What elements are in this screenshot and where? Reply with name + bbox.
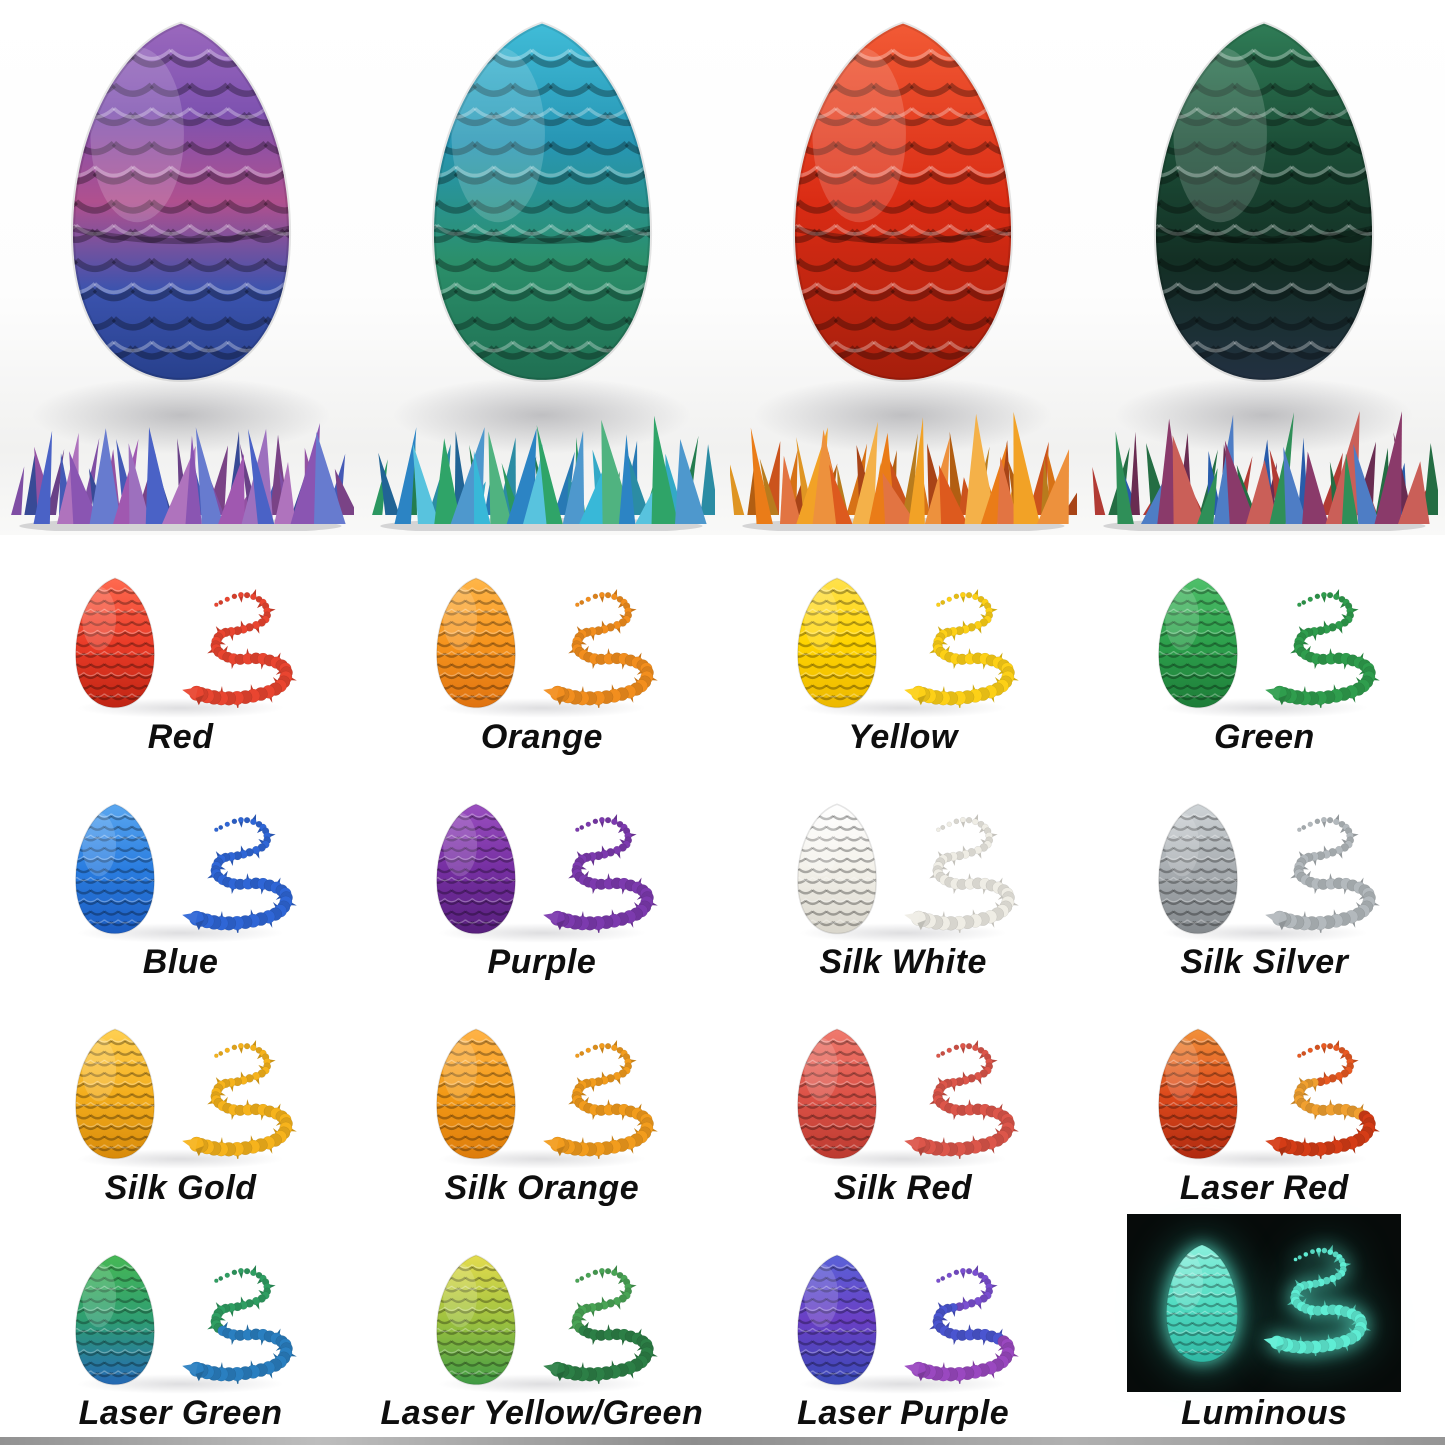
variant-cell: Silk Gold bbox=[0, 986, 361, 1212]
egg-image bbox=[423, 1251, 529, 1389]
variant-photo bbox=[1145, 540, 1383, 718]
variant-grid: Red Orange Yellow Green Blue Purple bbox=[0, 535, 1445, 1437]
egg-image bbox=[784, 574, 890, 712]
hero-photos bbox=[0, 0, 1445, 535]
variant-label: Green bbox=[1213, 717, 1315, 756]
egg-image bbox=[1145, 574, 1251, 712]
egg-image bbox=[784, 1251, 890, 1389]
hero-photo-dark-green-egg-with-rainbow-crystal-dragon bbox=[1083, 0, 1445, 535]
dragon-image bbox=[533, 810, 661, 934]
ground-shadow bbox=[386, 375, 697, 455]
egg-image bbox=[784, 1025, 890, 1163]
variant-label: Silk White bbox=[819, 943, 987, 982]
variant-photo bbox=[423, 1216, 661, 1395]
variant-cell: Red bbox=[0, 535, 361, 761]
variant-photo bbox=[1145, 765, 1383, 944]
variant-label: Laser Purple bbox=[797, 1394, 1010, 1433]
variant-photo bbox=[62, 765, 300, 944]
variant-photo bbox=[784, 991, 1022, 1169]
dragon-image bbox=[894, 1036, 1022, 1159]
variant-label: Orange bbox=[480, 717, 603, 756]
variant-photo bbox=[784, 765, 1022, 944]
dragon-image bbox=[533, 585, 661, 708]
variant-cell: Yellow bbox=[723, 535, 1084, 761]
variant-photo bbox=[423, 765, 661, 944]
variant-cell: Laser Red bbox=[1084, 986, 1445, 1212]
dragon-image bbox=[172, 585, 300, 708]
dragon-image bbox=[172, 1261, 300, 1385]
variant-photo bbox=[1145, 991, 1383, 1169]
dragon-image bbox=[894, 1261, 1022, 1385]
dragon-image bbox=[894, 810, 1022, 934]
variant-label: Silk Red bbox=[834, 1168, 973, 1207]
variant-label: Red bbox=[147, 717, 214, 756]
egg-image bbox=[784, 800, 890, 938]
crystal-dragon-image bbox=[1091, 366, 1438, 531]
variant-label: Laser Red bbox=[1179, 1168, 1349, 1207]
variant-cell: Green bbox=[1084, 535, 1445, 761]
variant-label: Laser Green bbox=[78, 1394, 283, 1433]
variant-label: Silk Orange bbox=[444, 1168, 640, 1207]
variant-photo bbox=[62, 540, 300, 718]
egg-image bbox=[1154, 1241, 1250, 1366]
variant-cell: Orange bbox=[361, 535, 722, 761]
variant-cell: Blue bbox=[0, 761, 361, 987]
variant-label: Silk Silver bbox=[1180, 943, 1349, 982]
variant-photo bbox=[62, 991, 300, 1169]
bottom-photo-strip bbox=[0, 1437, 1445, 1445]
variant-cell: Luminous bbox=[1084, 1212, 1445, 1438]
dragon-image bbox=[533, 1036, 661, 1159]
dragon-image bbox=[1255, 585, 1383, 708]
egg-image bbox=[1145, 1025, 1251, 1163]
variant-cell: Silk Orange bbox=[361, 986, 722, 1212]
variant-label: Luminous bbox=[1181, 1394, 1348, 1433]
dragon-image bbox=[1254, 1241, 1374, 1356]
variant-photo bbox=[784, 1216, 1022, 1395]
dragon-egg-image bbox=[35, 12, 327, 392]
variant-photo bbox=[423, 991, 661, 1169]
variant-cell: Silk Silver bbox=[1084, 761, 1445, 987]
dragon-image bbox=[172, 1036, 300, 1159]
egg-image bbox=[423, 800, 529, 938]
hero-photo-red-egg-with-orange-gold-crystal-dragon bbox=[722, 0, 1084, 535]
variant-label: Blue bbox=[142, 943, 219, 982]
dragon-image bbox=[533, 1261, 661, 1385]
variant-photo bbox=[62, 1216, 300, 1395]
dragon-egg-image bbox=[1118, 12, 1410, 392]
dragon-image bbox=[1255, 810, 1383, 934]
variant-cell: Laser Green bbox=[0, 1212, 361, 1438]
variant-label: Silk Gold bbox=[104, 1168, 257, 1207]
variant-label: Yellow bbox=[848, 717, 958, 756]
egg-image bbox=[1145, 800, 1251, 938]
variant-photo bbox=[1127, 1214, 1402, 1393]
dragon-image bbox=[1255, 1036, 1383, 1159]
variant-cell: Laser Yellow/Green bbox=[361, 1212, 722, 1438]
hero-photo-teal-blue-green-egg-with-crystal-dragon bbox=[361, 0, 723, 535]
crystal-dragon-image bbox=[368, 366, 716, 531]
dragon-image bbox=[172, 810, 300, 934]
egg-image bbox=[62, 1251, 168, 1389]
crystal-dragon-image bbox=[7, 366, 355, 531]
variant-photo bbox=[784, 540, 1022, 718]
egg-image bbox=[62, 800, 168, 938]
ground-shadow bbox=[1109, 375, 1420, 455]
egg-image bbox=[423, 574, 529, 712]
variant-label: Laser Yellow/Green bbox=[380, 1394, 704, 1433]
egg-image bbox=[62, 574, 168, 712]
hero-photo-laser-purple-blue-egg-with-crystal-dragon bbox=[0, 0, 362, 535]
crystal-dragon-image bbox=[729, 366, 1077, 531]
dragon-egg-image bbox=[757, 12, 1049, 392]
dragon-egg-image bbox=[396, 12, 688, 392]
variant-photo bbox=[423, 540, 661, 718]
dragon-image bbox=[894, 585, 1022, 708]
variant-cell: Silk Red bbox=[723, 986, 1084, 1212]
variant-cell: Laser Purple bbox=[723, 1212, 1084, 1438]
variant-cell: Silk White bbox=[723, 761, 1084, 987]
egg-image bbox=[62, 1025, 168, 1163]
egg-image bbox=[423, 1025, 529, 1163]
variant-cell: Purple bbox=[361, 761, 722, 987]
variant-label: Purple bbox=[487, 943, 597, 982]
ground-shadow bbox=[748, 375, 1059, 455]
